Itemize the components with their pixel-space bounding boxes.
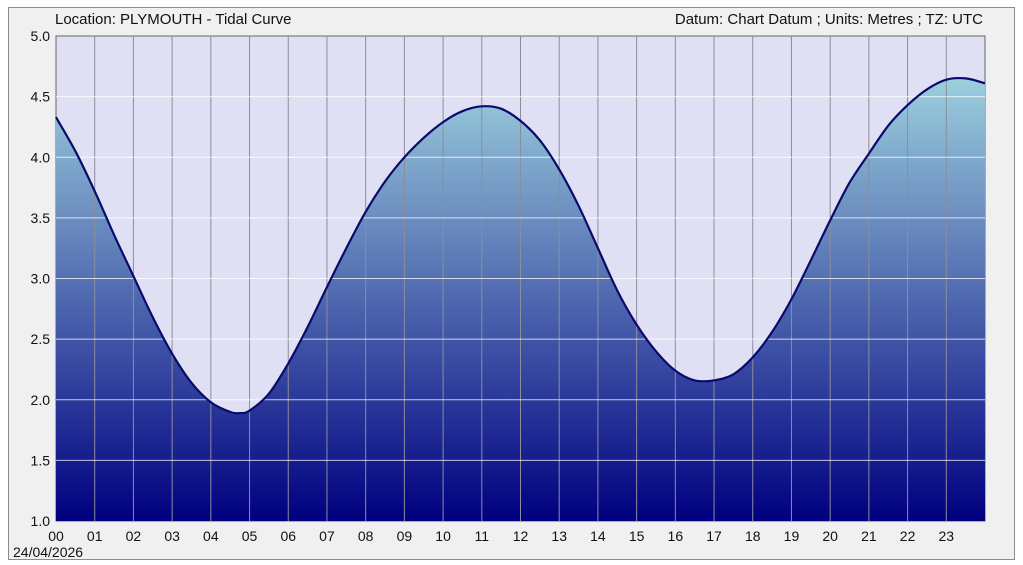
x-tick-label: 07 <box>319 528 335 544</box>
chart-title: Location: PLYMOUTH - Tidal Curve <box>55 11 292 28</box>
x-tick-label: 23 <box>939 528 955 544</box>
x-tick-label: 02 <box>126 528 142 544</box>
x-tick-label: 14 <box>590 528 606 544</box>
x-tick-label: 22 <box>900 528 916 544</box>
x-tick-label: 12 <box>513 528 529 544</box>
y-tick-label: 5.0 <box>31 28 51 44</box>
x-tick-label: 13 <box>551 528 567 544</box>
date-label: 24/04/2026 <box>13 544 83 560</box>
x-tick-label: 09 <box>397 528 413 544</box>
y-tick-label: 2.0 <box>31 392 51 408</box>
x-tick-label: 03 <box>164 528 180 544</box>
x-tick-label: 16 <box>668 528 684 544</box>
y-tick-label: 3.0 <box>31 271 51 287</box>
y-tick-label: 4.5 <box>31 89 51 105</box>
x-tick-label: 17 <box>706 528 722 544</box>
x-tick-label: 08 <box>358 528 374 544</box>
x-tick-label: 21 <box>861 528 877 544</box>
tide-curve <box>55 76 986 415</box>
x-tick-label: 15 <box>629 528 645 544</box>
y-tick-label: 1.0 <box>31 513 51 529</box>
x-tick-label: 01 <box>87 528 103 544</box>
y-tick-label: 3.5 <box>31 210 51 226</box>
x-tick-label: 10 <box>435 528 451 544</box>
x-tick-label: 11 <box>475 528 490 544</box>
x-tick-label: 18 <box>745 528 761 544</box>
x-tick-label: 06 <box>280 528 296 544</box>
y-tick-label: 4.0 <box>31 149 51 165</box>
datum-info: Datum: Chart Datum ; Units: Metres ; TZ:… <box>674 11 983 28</box>
y-tick-label: 1.5 <box>31 452 51 468</box>
x-tick-label: 04 <box>203 528 219 544</box>
x-tick-label: 20 <box>822 528 838 544</box>
x-tick-label: 19 <box>784 528 800 544</box>
x-tick-label: 05 <box>242 528 258 544</box>
x-tick-label: 00 <box>48 528 64 544</box>
y-tick-label: 2.5 <box>31 331 51 347</box>
